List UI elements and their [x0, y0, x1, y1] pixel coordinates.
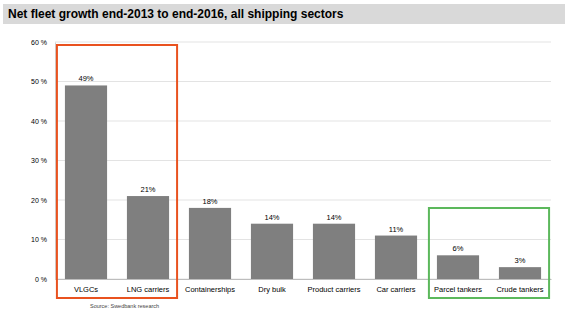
- x-tick: Dry bulk: [258, 279, 286, 294]
- bar: [65, 85, 107, 279]
- bar: [313, 224, 355, 279]
- bar: [375, 236, 417, 279]
- title-band: [3, 4, 565, 24]
- data-label: 11%: [389, 225, 404, 234]
- data-label: 18%: [202, 197, 217, 206]
- x-axis-line: [56, 279, 552, 280]
- grid: [55, 42, 551, 279]
- highlight-box-red: [57, 45, 177, 298]
- y-tick-label: 50 %: [31, 78, 47, 85]
- bar: [251, 224, 293, 279]
- y-tick: 40 %: [31, 118, 55, 125]
- data-label: 3%: [515, 256, 526, 265]
- data-label: 14%: [326, 213, 341, 222]
- bars: [65, 85, 541, 279]
- grid-line: [55, 121, 551, 122]
- highlight-box-green: [429, 208, 549, 298]
- y-tick: 20 %: [31, 197, 55, 204]
- x-tick-label: Containerships: [185, 285, 235, 294]
- x-tick-label: LNG carriers: [127, 285, 170, 294]
- bar: [189, 208, 231, 279]
- data-label: 49%: [78, 74, 93, 83]
- grid-line: [55, 42, 551, 43]
- grid-line: [55, 160, 551, 161]
- y-tick: 10 %: [31, 236, 55, 243]
- bar: [127, 196, 169, 279]
- grid-line: [55, 81, 551, 82]
- y-tick: 50 %: [31, 78, 55, 85]
- y-tick-label: 30 %: [31, 157, 47, 164]
- source: Source: Swedbank research: [90, 303, 159, 309]
- x-tick-label: Product carriers: [308, 285, 361, 294]
- x-tick-label: Dry bulk: [258, 285, 286, 294]
- data-label: 6%: [453, 244, 464, 253]
- x-tick: LNG carriers: [127, 279, 170, 294]
- y-tick-label: 60 %: [31, 39, 47, 46]
- chart: Net fleet growth end-2013 to end-2016, a…: [0, 0, 568, 315]
- x-tick: Product carriers: [308, 279, 361, 294]
- x-tick: Car carriers: [376, 279, 415, 294]
- x-tick: Containerships: [185, 279, 235, 294]
- y-tick: 30 %: [31, 157, 55, 164]
- x-tick-label: Crude tankers: [496, 285, 543, 294]
- x-tick-label: VLGCs: [74, 285, 98, 294]
- data-labels: 49% 21% 18% 14% 14% 11% 6% 3%: [78, 74, 525, 265]
- data-label: 21%: [140, 185, 155, 194]
- title: Net fleet growth end-2013 to end-2016, a…: [8, 7, 344, 21]
- y-tick-label: 10 %: [31, 236, 47, 243]
- y-tick-label: 0 %: [35, 276, 47, 283]
- x-axis: VLGCs LNG carriers Containerships Dry bulk P…: [56, 279, 552, 294]
- x-tick-label: Car carriers: [376, 285, 415, 294]
- y-axis-line: [55, 43, 56, 280]
- x-tick: VLGCs: [74, 279, 98, 294]
- y-axis: 0 % 10 % 20 % 30 % 40 % 50 % 60 %: [31, 39, 55, 283]
- y-tick-label: 20 %: [31, 197, 47, 204]
- x-tick: Parcel tankers: [434, 279, 482, 294]
- bar: [437, 255, 479, 279]
- x-tick-label: Parcel tankers: [434, 285, 482, 294]
- bar: [499, 267, 541, 279]
- data-label: 14%: [264, 213, 279, 222]
- y-tick: 0 %: [35, 276, 55, 283]
- y-tick-label: 40 %: [31, 118, 47, 125]
- y-tick: 60 %: [31, 39, 55, 46]
- x-tick: Crude tankers: [496, 279, 543, 294]
